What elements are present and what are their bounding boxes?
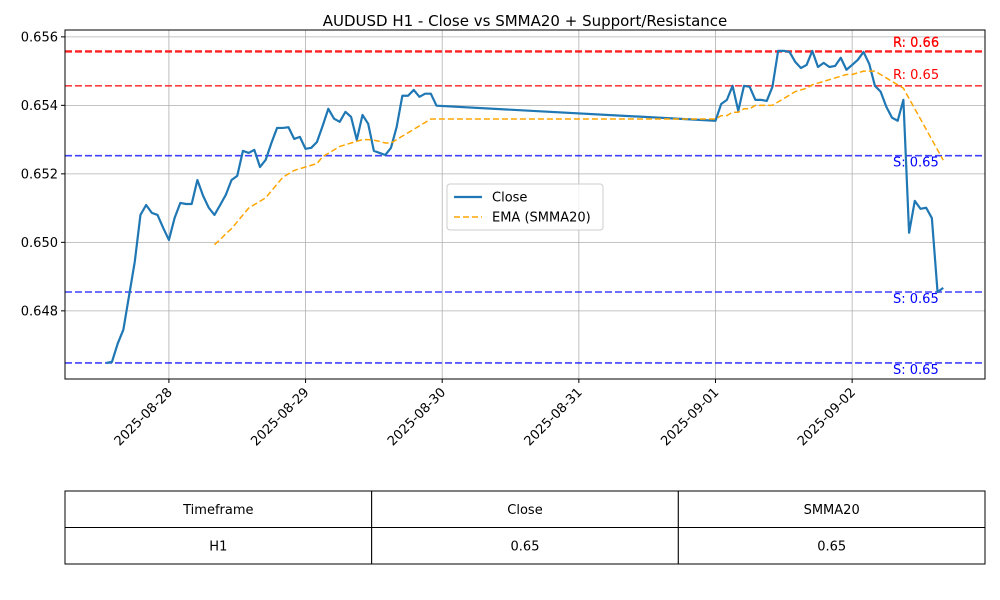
table-header: Timeframe — [182, 503, 253, 518]
level-label: S: 0.65 — [893, 363, 939, 378]
y-tick-label: 0.654 — [21, 99, 58, 114]
level-label: S: 0.65 — [893, 292, 939, 307]
chart-title: AUDUSD H1 - Close vs SMMA20 + Support/Re… — [323, 12, 728, 30]
table-cell-text: 0.65 — [511, 539, 540, 554]
legend: Close EMA (SMMA20) — [446, 183, 604, 231]
levels: R: 0.66R: 0.66R: 0.65S: 0.65S: 0.65S: 0.… — [65, 35, 985, 378]
table-cell — [677, 527, 986, 565]
table-cell — [371, 490, 679, 528]
level-label: R: 0.66 — [893, 36, 939, 51]
legend-label: EMA (SMMA20) — [492, 211, 591, 226]
table-cell — [64, 490, 373, 528]
table-cell-text: 0.65 — [817, 539, 846, 554]
series-line — [106, 49, 944, 364]
lines — [106, 49, 944, 364]
table-header: Close — [507, 503, 542, 518]
y-tick-label: 0.652 — [21, 167, 58, 182]
level-label: R: 0.66 — [893, 35, 939, 50]
legend-label: Close — [492, 191, 527, 206]
level-label: R: 0.65 — [893, 68, 939, 83]
y-tick-label: 0.648 — [21, 304, 58, 319]
grid — [65, 30, 985, 379]
level-label: S: 0.65 — [893, 156, 939, 171]
table-cell — [64, 527, 373, 565]
table-header: SMMA20 — [804, 503, 860, 518]
table-cell-text: H1 — [209, 539, 227, 554]
legend-box — [446, 183, 604, 231]
y-tick-label: 0.650 — [21, 236, 58, 251]
table: Timeframe Close SMMA20 H1 0.65 0.65 — [64, 490, 986, 565]
plot-frame — [64, 29, 986, 380]
y-tick-label: 0.656 — [21, 30, 58, 45]
